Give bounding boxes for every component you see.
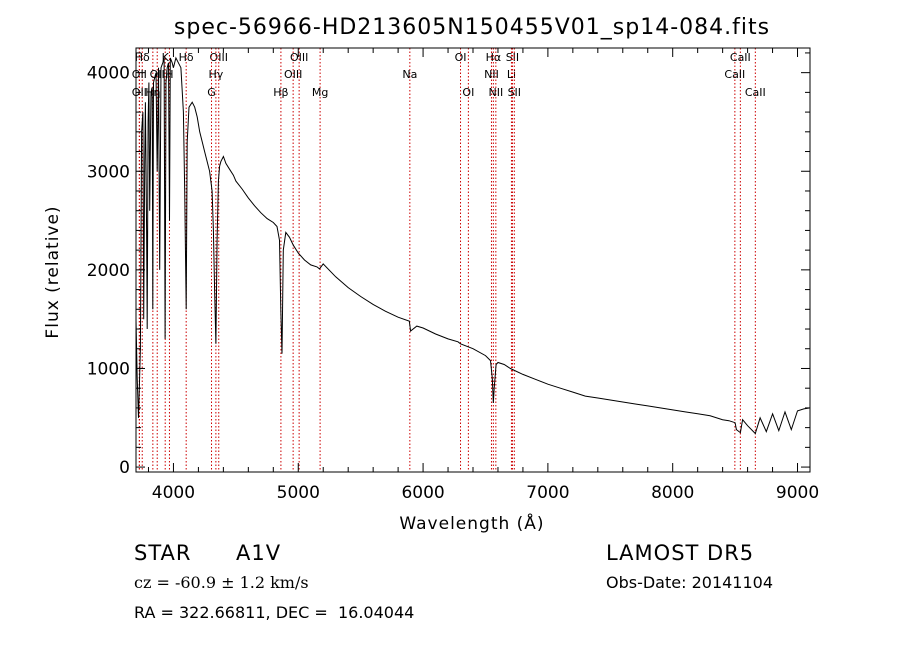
y-tick-label: 3000: [87, 162, 130, 182]
x-axis: 4000 5000 6000 7000 8000 9000: [147, 48, 819, 503]
x-tick-label: 5000: [277, 483, 320, 503]
object-class: STAR: [134, 541, 192, 565]
marker-label: NII: [488, 86, 503, 99]
marker-label: Hγ: [208, 68, 223, 81]
marker-label: CaII: [745, 86, 766, 99]
marker-label: NII: [484, 68, 499, 81]
y-tick-label: 4000: [87, 64, 130, 84]
y-tick-label: 0: [119, 458, 130, 478]
y-tick-label: 1000: [87, 359, 130, 379]
marker-label: OI: [462, 86, 474, 99]
marker-label: Hδ: [135, 51, 150, 64]
plot-frame: [135, 47, 811, 473]
marker-label: Hβ: [273, 86, 288, 99]
spectral-subclass: A1V: [236, 541, 282, 565]
spectrum-series: [135, 56, 811, 435]
redshift-value: cz = -60.9 ± 1.2 km/s: [134, 573, 309, 592]
marker-label: CaII: [730, 51, 751, 64]
spectrum-line: [135, 56, 811, 435]
marker-label: SII: [508, 86, 521, 99]
marker-label: OIII: [284, 68, 302, 81]
chart-title: spec-56966-HD213605N150455V01_sp14-084.f…: [174, 15, 770, 40]
marker-label: OII: [150, 68, 165, 81]
marker-label: K: [162, 51, 170, 64]
marker-label: OIII: [290, 51, 308, 64]
y-tick-label: 2000: [87, 261, 130, 281]
x-tick-label: 9000: [776, 483, 819, 503]
y-axis: 0 1000 2000 3000 4000: [87, 52, 810, 478]
marker-label: G: [207, 86, 216, 99]
marker-label: CaII: [724, 68, 745, 81]
marker-label: SII: [506, 51, 519, 64]
marker-label: Mg: [312, 86, 328, 99]
y-axis-label: Flux (relative): [43, 205, 63, 338]
coordinates: RA = 322.66811, DEC = 16.04044: [134, 603, 415, 622]
marker-label: OIII: [210, 51, 228, 64]
marker-label: Hα: [486, 51, 502, 64]
survey-name: LAMOST DR5: [606, 541, 755, 565]
x-tick-label: 4000: [152, 483, 195, 503]
marker-label: Hδ: [179, 51, 194, 64]
observation-date: Obs-Date: 20141104: [606, 573, 774, 592]
x-axis-label: Wavelength (Å): [399, 512, 544, 534]
marker-label: OI: [455, 51, 467, 64]
marker-label: Li: [507, 68, 516, 81]
x-tick-label: 8000: [651, 483, 694, 503]
x-tick-label: 7000: [526, 483, 569, 503]
x-tick-label: 6000: [401, 483, 444, 503]
marker-label: H: [165, 68, 173, 81]
marker-label: Na: [402, 68, 417, 81]
